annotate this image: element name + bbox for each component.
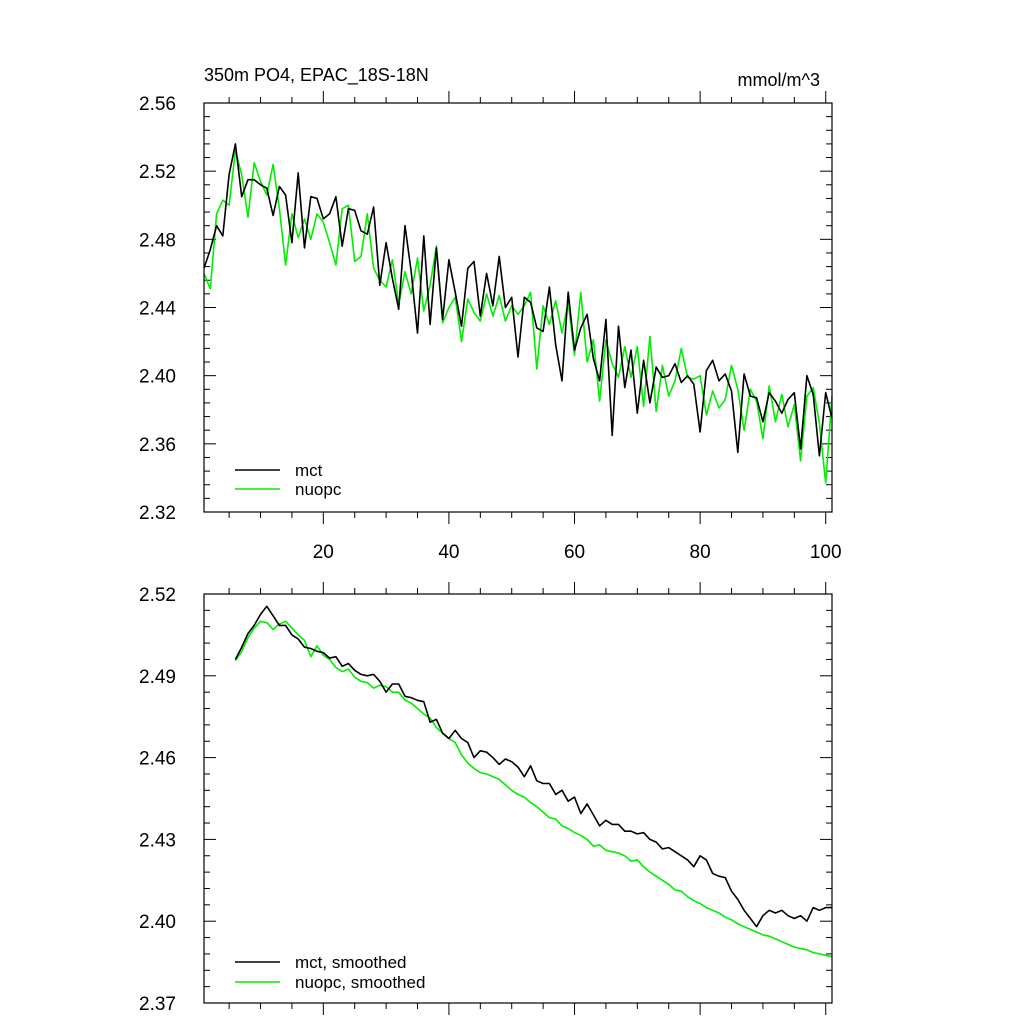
top-series-line-mct: [203, 143, 833, 457]
top-ytick-label: 2.52: [139, 162, 176, 183]
top-ytick-label: 2.44: [139, 299, 176, 320]
top-xtick-label: 20: [313, 542, 334, 563]
bottom-ytick-label: 2.49: [139, 667, 176, 688]
top-xtick-label: 80: [690, 542, 711, 563]
bottom-ytick-label: 2.37: [139, 994, 176, 1015]
legend-label-mct: mct: [295, 461, 323, 480]
top-xtick-label: 100: [810, 542, 842, 563]
bottom-ytick-label: 2.43: [139, 830, 176, 851]
top-axis-ticks: 2.32 2.36 2.40 2.44 2.48 2.52 2.56 20 40 60 80 100: [139, 91, 842, 563]
top-series-line-nuopc: [203, 149, 833, 484]
bottom-series-line-mct-smoothed: [234, 605, 832, 928]
legend-label-nuopc: nuopc: [295, 480, 342, 499]
bottom-series-lines: [234, 605, 833, 958]
top-ytick-label: 2.36: [139, 435, 176, 456]
legend-label-mct-smoothed: mct, smoothed: [295, 953, 407, 972]
top-legend: mct nuopc: [235, 461, 342, 499]
top-ytick-label: 2.32: [139, 503, 176, 524]
bottom-axis-ticks: 2.37 2.40 2.43 2.46 2.49 2.52: [139, 582, 832, 1015]
top-series-lines: [203, 143, 833, 484]
bottom-series-line-nuopc-smoothed: [234, 620, 833, 958]
top-plot-frame: [203, 102, 833, 513]
chart-title: 350m PO4, EPAC_18S-18N: [204, 65, 429, 86]
bottom-plot-frame: [203, 593, 833, 1004]
bottom-ytick-label: 2.40: [139, 912, 176, 933]
top-ytick-label: 2.48: [139, 230, 176, 251]
top-ytick-label: 2.56: [139, 94, 176, 115]
top-ytick-label: 2.40: [139, 367, 176, 388]
top-panel: 350m PO4, EPAC_18S-18N mmol/m^3 2.32 2.36…: [139, 65, 842, 563]
bottom-legend: mct, smoothed nuopc, smoothed: [235, 953, 425, 992]
bottom-ytick-label: 2.52: [139, 585, 176, 606]
bottom-ytick-label: 2.46: [139, 749, 176, 770]
units-label: mmol/m^3: [738, 70, 820, 90]
legend-label-nuopc-smoothed: nuopc, smoothed: [295, 973, 425, 992]
top-xtick-label: 60: [564, 542, 585, 563]
bottom-panel: 2.37 2.40 2.43 2.46 2.49 2.52 mct, smoothed n…: [139, 582, 833, 1015]
top-xtick-label: 40: [438, 542, 459, 563]
